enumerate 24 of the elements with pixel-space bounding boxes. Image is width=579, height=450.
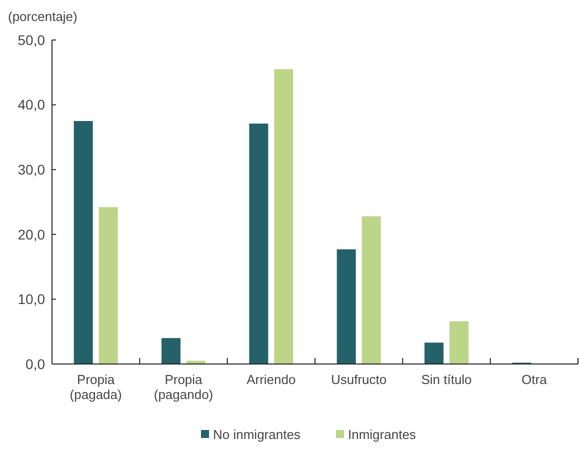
x-tick-label: Otra xyxy=(522,372,548,387)
bar xyxy=(362,216,381,364)
x-tick-label: Usufructo xyxy=(331,372,387,387)
x-tick-label: Propia (pagando) xyxy=(154,372,214,402)
bar xyxy=(336,249,356,364)
y-tick-label: 0,0 xyxy=(26,356,46,372)
x-tick-label: Propia (pagada) xyxy=(70,372,122,402)
bar xyxy=(98,207,118,364)
y-tick-label: 30,0 xyxy=(18,162,46,178)
y-axis-title: (porcentaje) xyxy=(8,9,78,24)
bar xyxy=(249,124,268,364)
y-tick-label: 20,0 xyxy=(18,226,46,242)
y-tick-label: 40,0 xyxy=(18,96,46,113)
y-tick-label: 10,0 xyxy=(18,291,46,308)
bar xyxy=(274,69,294,364)
legend-label: No inmigrantes xyxy=(213,427,301,442)
bar xyxy=(424,342,444,364)
bar xyxy=(74,121,93,364)
y-tick-label: 50,0 xyxy=(18,32,46,48)
bar xyxy=(450,321,468,364)
x-tick-label: Arriendo xyxy=(246,372,296,387)
legend-label: Inmigrantes xyxy=(348,427,416,442)
x-tick-label: Sin título xyxy=(421,372,472,387)
bar xyxy=(162,338,180,364)
